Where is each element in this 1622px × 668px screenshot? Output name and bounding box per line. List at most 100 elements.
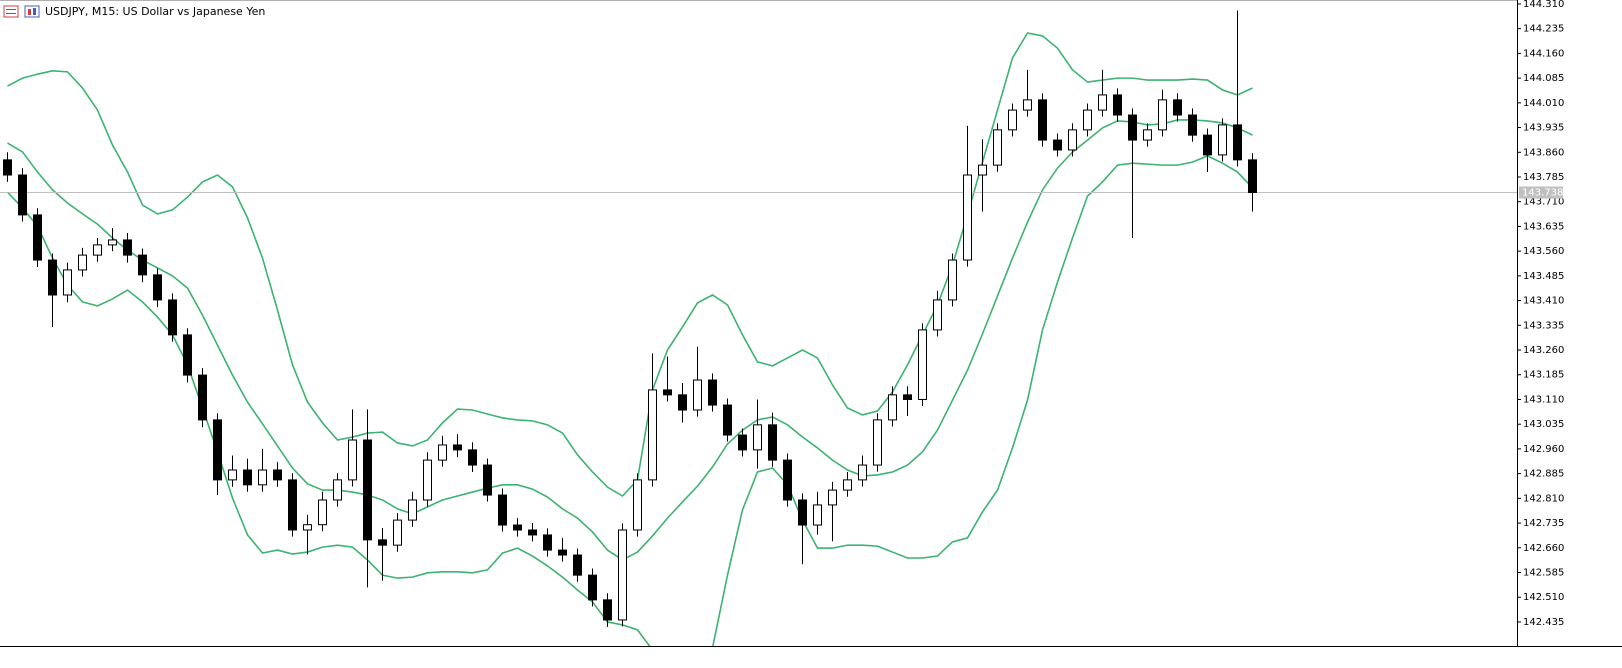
candle-body <box>33 214 42 261</box>
band-line <box>7 119 1253 561</box>
icon <box>3 5 19 18</box>
y-tick-label: 142.885 <box>1523 469 1564 480</box>
candle-body <box>123 239 132 256</box>
icon-bar <box>28 9 31 15</box>
y-tick-label: 143.485 <box>1523 271 1564 282</box>
y-tick-label: 142.510 <box>1523 592 1564 603</box>
candle-body <box>783 459 792 501</box>
candle-body <box>798 499 807 526</box>
candle-body <box>138 254 147 276</box>
candle-body <box>408 499 417 521</box>
y-tick-label: 143.260 <box>1523 345 1564 356</box>
candle-body <box>843 479 852 491</box>
y-tick-label: 143.635 <box>1523 221 1564 232</box>
candle-body <box>228 469 237 481</box>
y-tick-label: 144.085 <box>1523 73 1564 84</box>
candle-body <box>78 254 87 271</box>
candle-body <box>633 479 642 531</box>
candle-body <box>258 469 267 486</box>
candle-body <box>18 174 27 216</box>
candle-body <box>753 424 762 451</box>
candle-body <box>288 479 297 531</box>
candle-body <box>1173 99 1182 116</box>
candle-body <box>1188 114 1197 136</box>
chart-title: USDJPY, M15: US Dollar vs Japanese Yen <box>45 5 265 18</box>
candle-body <box>153 274 162 301</box>
candle-body <box>993 129 1002 166</box>
candle-body <box>333 479 342 501</box>
candle-body <box>348 439 357 481</box>
candle-body <box>813 504 822 526</box>
candle-body <box>723 404 732 436</box>
y-tick-label: 143.560 <box>1523 246 1564 257</box>
candle-body <box>543 534 552 551</box>
candle-body <box>273 469 282 481</box>
candle-body <box>1158 99 1167 131</box>
y-tick-label: 144.310 <box>1523 0 1564 10</box>
y-tick-label: 142.810 <box>1523 493 1564 504</box>
candle-body <box>873 419 882 466</box>
candle-body <box>363 439 372 541</box>
y-tick-label: 143.035 <box>1523 419 1564 430</box>
candle-body <box>213 419 222 481</box>
y-tick-label: 144.160 <box>1523 48 1564 59</box>
candle-body <box>1143 129 1152 141</box>
candle-body <box>768 424 777 461</box>
candle-body <box>393 519 402 546</box>
y-tick-label: 144.010 <box>1523 98 1564 109</box>
plot-area <box>0 10 1517 646</box>
icon <box>24 5 40 18</box>
candle-body <box>1008 109 1017 131</box>
candle-body <box>483 464 492 496</box>
candle-body <box>1113 94 1122 116</box>
y-tick-label: 142.585 <box>1523 568 1564 579</box>
candle-body <box>468 449 477 466</box>
y-tick-label: 142.660 <box>1523 543 1564 554</box>
candle-body <box>618 529 627 621</box>
candle-body <box>1248 159 1257 193</box>
candle-body <box>318 499 327 526</box>
y-tick-label: 142.435 <box>1523 617 1564 628</box>
candle-body <box>903 394 912 400</box>
candle-body <box>438 444 447 461</box>
candle-body <box>1023 99 1032 111</box>
candle-body <box>603 599 612 621</box>
y-tick-label: 143.110 <box>1523 394 1564 405</box>
y-tick-label: 143.860 <box>1523 147 1564 158</box>
candle-body <box>198 374 207 421</box>
candle-body <box>303 524 312 531</box>
candle-body <box>933 299 942 331</box>
candle-body <box>93 244 102 256</box>
candle-body <box>978 164 987 176</box>
price-label-box <box>1519 186 1563 199</box>
candle-body <box>243 469 252 486</box>
candle-body <box>588 574 597 601</box>
candle-body <box>858 464 867 481</box>
candle-body <box>888 394 897 421</box>
candle-body <box>948 259 957 301</box>
candle-body <box>1203 134 1212 156</box>
candle-body <box>168 299 177 336</box>
y-tick-label: 143.185 <box>1523 370 1564 381</box>
candle-body <box>453 444 462 451</box>
candle-body <box>498 494 507 526</box>
candle-body <box>738 434 747 451</box>
y-tick-label: 144.235 <box>1523 24 1564 35</box>
candle-body <box>663 389 672 396</box>
candle-body <box>648 389 657 481</box>
candle-body <box>1233 124 1242 161</box>
y-tick-label: 143.410 <box>1523 296 1564 307</box>
candle-body <box>63 269 72 296</box>
candle-body <box>1218 124 1227 156</box>
symbol-icons <box>3 5 40 18</box>
candle-body <box>693 379 702 411</box>
y-tick-label: 142.735 <box>1523 518 1564 529</box>
candle-body <box>1053 139 1062 151</box>
candle-body <box>678 394 687 411</box>
candle-body <box>1083 109 1092 131</box>
candle-body <box>3 159 12 176</box>
candle-body <box>1128 114 1137 141</box>
